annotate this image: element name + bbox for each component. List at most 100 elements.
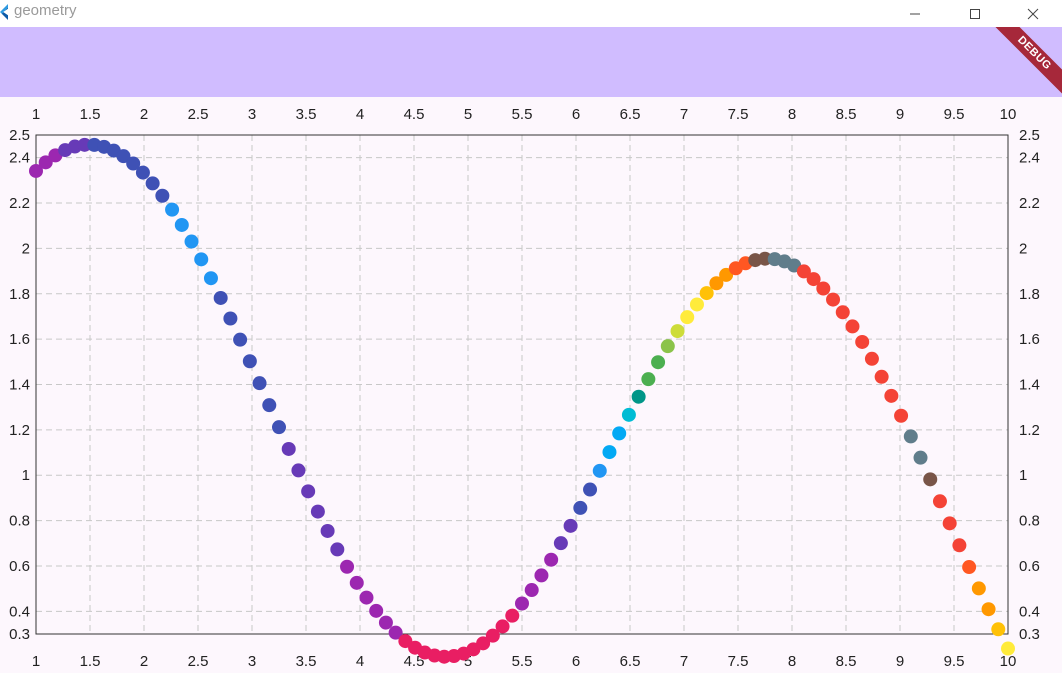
data-point [651,355,666,370]
y-tick-label-right: 1.4 [1019,377,1040,394]
x-tick-label-top: 8.5 [836,106,857,123]
data-point [505,608,520,623]
y-tick-label-left: 1 [22,467,30,484]
data-point [291,463,306,478]
x-tick-label-bottom: 1 [32,653,40,670]
data-point [281,441,296,456]
y-tick-label-right: 1 [1019,467,1027,484]
data-point [145,176,160,191]
data-point [515,596,529,611]
scatter-chart: 1 1 1.5 1.5 2 2 2.5 2.5 3 3 3.5 3.5 4 4 4.5 4.5 5 5 5.5 5.5… [9,106,1040,670]
y-tick-label-right: 1.6 [1019,331,1040,348]
data-point [962,560,977,575]
x-tick-label-top: 9 [896,106,904,123]
data-point [194,252,209,267]
data-point [670,324,685,339]
data-point [359,590,374,605]
x-tick-label-bottom: 5 [464,653,472,670]
data-point [233,332,248,347]
data-point [942,516,957,531]
data-point [349,575,364,590]
data-point [165,202,180,217]
data-point [864,351,879,366]
data-point [806,272,821,287]
y-tick-label-right: 0.3 [1019,626,1040,643]
x-tick-label-bottom: 9 [896,653,904,670]
data-point [184,234,199,249]
data-point [213,290,228,305]
data-point [826,292,841,307]
data-point [553,536,568,551]
data-point [709,276,724,291]
y-tick-label-right: 2.5 [1019,127,1040,144]
data-point [932,494,947,509]
data-point [583,482,598,497]
x-tick-label-bottom: 4 [356,653,364,670]
maximize-button[interactable] [952,0,998,27]
data-point [602,445,617,460]
x-tick-label-bottom: 4.5 [404,653,425,670]
data-point [534,568,549,583]
chart-grid [36,135,1008,634]
data-point [378,615,393,630]
y-tick-label-left: 2.4 [9,150,30,167]
x-tick-label-top: 10 [1000,106,1017,123]
data-point [203,271,218,286]
x-tick-label-top: 2 [140,106,148,123]
x-tick-label-bottom: 6 [572,653,580,670]
minimize-icon [910,13,920,14]
x-tick-label-top: 2.5 [188,106,209,123]
x-tick-label-bottom: 8 [788,653,796,670]
data-point [660,339,675,354]
x-tick-label-bottom: 1.5 [80,653,101,670]
data-point [573,500,588,515]
x-tick-label-top: 6 [572,106,580,123]
data-point [485,628,500,643]
data-point [612,426,627,441]
data-point [563,518,578,533]
data-point [796,264,811,279]
x-tick-label-bottom: 5.5 [512,653,533,670]
close-icon [1027,8,1039,19]
y-tick-label-left: 0.6 [9,558,30,575]
x-tick-label-top: 4 [356,106,364,123]
y-tick-label-left: 0.8 [9,513,30,530]
data-point [1001,641,1015,656]
data-point [301,484,316,499]
close-button[interactable] [1010,0,1056,27]
y-tick-label-right: 0.4 [1019,603,1040,620]
data-point [388,625,403,640]
y-tick-label-left: 2.5 [9,127,30,144]
data-point [252,376,267,391]
x-tick-label-top: 3.5 [296,106,317,123]
data-point [689,297,704,312]
data-point [223,311,238,326]
data-point [631,389,646,404]
x-tick-label-bottom: 7.5 [728,653,749,670]
x-tick-label-top: 3 [248,106,256,123]
data-point [680,310,695,325]
data-point [971,581,986,596]
minimize-button[interactable] [892,0,938,27]
x-tick-label-top: 5 [464,106,472,123]
data-point [845,319,860,334]
data-point [903,429,918,444]
data-point [991,622,1006,637]
data-point [77,137,92,152]
y-tick-label-left: 1.4 [9,377,30,394]
x-tick-label-top: 1 [32,106,40,123]
x-tick-label-bottom: 2 [140,653,148,670]
data-point [29,163,43,178]
data-point [262,398,277,413]
data-point [135,165,150,180]
data-point [544,552,559,567]
x-tick-label-top: 1.5 [80,106,101,123]
data-point [116,149,131,164]
data-point [174,217,189,232]
x-tick-label-bottom: 8.5 [836,653,857,670]
x-tick-label-bottom: 2.5 [188,653,209,670]
data-point [330,542,345,557]
app-bar [0,27,1062,97]
x-tick-label-top: 6.5 [620,106,641,123]
data-point [340,559,355,574]
